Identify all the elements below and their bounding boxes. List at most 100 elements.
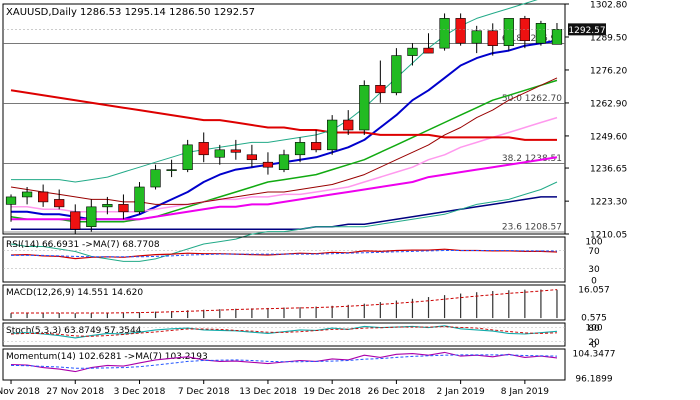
candle-body <box>487 30 498 46</box>
candle-body <box>535 23 547 44</box>
candle-body <box>5 196 17 205</box>
stoch-tick-label: 100 <box>585 324 602 334</box>
macd-histogram-bar <box>411 298 414 319</box>
candle-body <box>21 191 33 198</box>
candle-body <box>503 18 514 46</box>
price-tick-label: 1223.30 <box>590 198 627 208</box>
candle-body <box>327 119 338 151</box>
moving-average-line <box>10 79 558 223</box>
time-axis: 21 Nov 2018 27 Nov 2018 3 Dec 2018 7 Dec 20… <box>0 380 549 397</box>
rsi-tick-label: 30 <box>588 265 600 275</box>
stoch-tick-label: 0 <box>591 341 597 351</box>
macd-histogram-bar <box>171 311 173 319</box>
candle-body <box>134 186 145 213</box>
moving-average-line <box>11 0 538 183</box>
candle-body <box>391 55 402 94</box>
fib-label: 50.0 1262.70 <box>502 94 562 104</box>
candle-body <box>198 142 209 156</box>
rsi-tick-label: 70 <box>588 247 600 257</box>
momentum-tick-label: 104.3477 <box>573 350 616 360</box>
momentum-pane[interactable]: Momentum(14) 102.6281 ->MA(7) 103.2193 10… <box>2 348 616 384</box>
macd-histogram-bar <box>58 313 60 319</box>
macd-histogram-bar <box>492 291 494 319</box>
candle-body <box>294 142 306 156</box>
time-tick-label: 21 Nov 2018 <box>0 387 40 397</box>
macd-pane[interactable]: MACD(12,26,9) 14.551 14.620 16.057 0.575 <box>2 284 610 323</box>
macd-signal-line <box>11 289 558 314</box>
rsi-label: RSI(14) 66.6931 ->MA(7) 68.7708 <box>6 240 160 250</box>
fib-label: 61.8 1286.90 <box>502 34 562 44</box>
candle-body <box>455 18 466 44</box>
candle-body <box>38 191 49 203</box>
last-price-label: 1292.57 <box>568 26 605 36</box>
macd-histogram-bar <box>235 308 237 319</box>
momentum-line <box>10 351 558 373</box>
candle-body <box>166 169 177 171</box>
price-tick-label: 1276.20 <box>590 66 627 76</box>
time-tick-label: 26 Dec 2018 <box>368 387 426 397</box>
candle-body <box>359 85 370 131</box>
macd-histogram-bar <box>122 312 125 319</box>
stoch-tick-label: 80 <box>588 324 600 334</box>
candle-body <box>278 154 290 170</box>
macd-histogram-bar <box>74 313 76 319</box>
symbol-line: XAUUSD,Daily 1286.53 1295.14 1286.50 129… <box>6 7 255 18</box>
macd-histogram-bar <box>315 306 317 319</box>
macd-histogram-bar <box>267 307 269 319</box>
macd-histogram-bar <box>556 289 558 319</box>
time-tick-label: 13 Dec 2018 <box>239 387 297 397</box>
price-pane[interactable]: 1302.80 1289.50 1276.20 1262.90 1249.60 1236.… <box>2 0 627 262</box>
moving-average-line <box>10 77 558 205</box>
candle-body <box>310 142 322 151</box>
macd-label: MACD(12,26,9) 14.551 14.620 <box>6 288 143 298</box>
moving-average-line <box>10 181 558 262</box>
macd-histogram-bar <box>524 289 526 319</box>
time-tick-label: 8 Jan 2019 <box>501 387 549 397</box>
candle-body <box>102 204 113 208</box>
macd-histogram-bar <box>299 307 301 319</box>
candle-body <box>407 47 418 56</box>
stoch-label: Stoch(5,3,3) 63.8749 57.3544 <box>6 326 142 336</box>
macd-histogram-bar <box>10 313 12 319</box>
macd-histogram-bar <box>363 303 365 319</box>
macd-histogram-bar <box>379 302 381 319</box>
candle-body <box>54 199 65 208</box>
price-tick-label: 1262.90 <box>590 99 627 109</box>
candle-body <box>343 119 354 131</box>
time-tick-label: 7 Dec 2018 <box>178 387 230 397</box>
price-tick-label: 1236.65 <box>590 165 627 175</box>
candle-body <box>551 29 563 45</box>
stoch-k-line <box>10 325 558 339</box>
macd-histogram-bar <box>347 304 349 319</box>
macd-histogram-bar <box>395 300 397 319</box>
macd-histogram-bar <box>540 289 542 319</box>
price-tick-label: 1289.50 <box>590 33 627 43</box>
macd-tick-label: 0.575 <box>581 313 607 323</box>
macd-histogram-bar <box>476 292 478 319</box>
candle-body <box>86 206 97 227</box>
candle-body <box>118 204 129 213</box>
macd-histogram-bar <box>138 312 141 319</box>
price-tick-label: 1210.05 <box>590 231 627 241</box>
momentum-ma-line <box>10 354 558 369</box>
moving-average-line <box>11 116 558 213</box>
moving-average-line <box>10 89 557 141</box>
candle-body <box>262 161 274 168</box>
macd-histogram-bar <box>460 293 462 319</box>
macd-tick-label: 16.057 <box>578 286 610 296</box>
candle-body <box>150 169 161 188</box>
fib-label: 38.2 1238.51 <box>502 154 562 164</box>
candle-body <box>439 18 450 49</box>
last-price-marker <box>568 23 606 36</box>
rsi-tick-label: 0 <box>591 277 597 287</box>
price-tick-label: 1302.80 <box>590 1 627 11</box>
time-tick-label: 2 Jan 2019 <box>437 387 485 397</box>
moving-average-line <box>11 156 558 221</box>
macd-histogram-bar <box>90 313 92 319</box>
moving-average-line <box>11 196 557 230</box>
macd-histogram-bar <box>154 311 157 319</box>
macd-histogram-bar <box>203 309 205 319</box>
